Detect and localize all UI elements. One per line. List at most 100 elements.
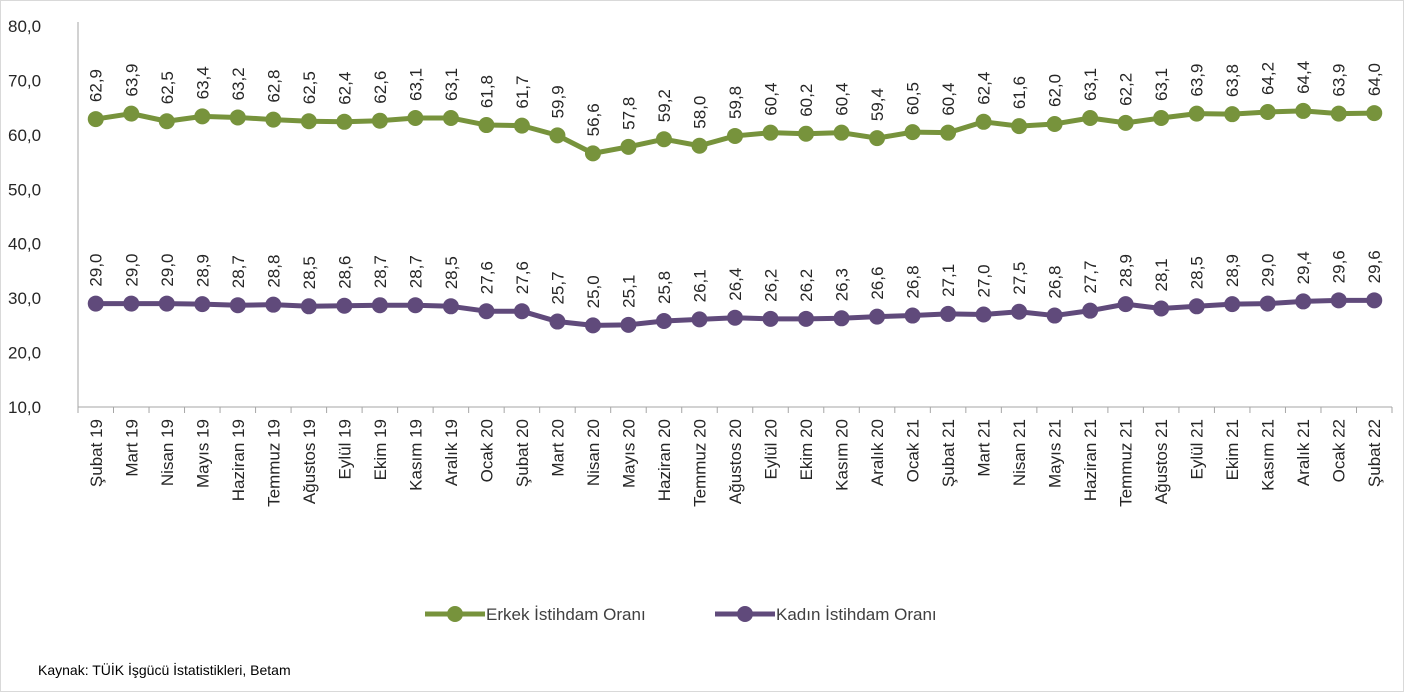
data-label: 26,8 [1046,265,1065,298]
data-label: 62,4 [335,72,354,105]
data-label: 64,4 [1294,61,1313,94]
data-point [904,307,921,324]
data-point [336,113,353,130]
data-label: 28,5 [442,256,461,289]
data-label: 29,0 [1259,253,1278,286]
data-label: 62,4 [975,72,994,105]
data-point [1011,303,1028,320]
x-tick-label: Ağustos 20 [726,419,745,504]
x-tick-label: Kasım 21 [1259,419,1278,491]
x-tick-label: Haziran 20 [655,419,674,501]
data-point [1046,115,1063,132]
data-label: 29,0 [87,253,106,286]
data-point [300,298,317,315]
data-label: 29,4 [1294,251,1313,284]
data-point [442,298,459,315]
y-tick-label: 30,0 [8,289,41,308]
data-label: 28,5 [300,256,319,289]
data-point [513,303,530,320]
data-label: 28,1 [1152,258,1171,291]
data-point [442,109,459,126]
data-point [265,296,282,313]
data-label: 28,9 [193,254,212,287]
data-point [940,305,957,322]
data-label: 28,5 [1188,256,1207,289]
data-label: 63,9 [1330,64,1349,97]
x-tick-label: Temmuz 19 [264,419,283,507]
x-tick-label: Ağustos 21 [1152,419,1171,504]
data-label: 28,9 [1223,254,1242,287]
data-label: 25,0 [584,275,603,308]
data-label: 60,4 [762,83,781,116]
legend-item-kadin: Kadın İstihdam Oranı [715,605,937,624]
data-label: 61,6 [1010,76,1029,109]
legend-swatch-marker [737,606,753,622]
data-point [1295,102,1312,119]
data-point [513,117,530,134]
data-point [798,310,815,327]
data-label: 29,6 [1365,250,1384,283]
data-point [407,297,424,314]
data-label: 29,6 [1330,250,1349,283]
data-label: 61,8 [477,75,496,108]
data-point [123,105,140,122]
data-point [798,125,815,142]
data-label: 28,7 [371,255,390,288]
series-erkek: 62,9 63,9 62,5 63,4 63,2 62,8 62,5 62,4 62,6 63,1… [87,61,1384,162]
data-point [300,113,317,130]
data-label: 27,7 [1081,261,1100,294]
data-point [727,309,743,326]
x-tick-label: Eylül 21 [1188,419,1207,479]
data-point [194,108,211,125]
data-label: 26,1 [690,269,709,302]
data-point [371,112,388,129]
data-label: 62,6 [371,71,390,104]
legend-item-erkek: Erkek İstihdam Oranı [425,605,646,624]
data-point [158,113,175,130]
x-tick-label: Ocak 22 [1330,419,1349,482]
data-point [194,296,211,313]
data-label: 63,1 [442,68,461,101]
data-point [1366,292,1383,309]
data-point [123,295,140,312]
data-point [1224,106,1241,123]
data-label: 59,9 [548,85,567,118]
data-point [1188,298,1205,315]
data-point [87,111,104,128]
data-label: 62,9 [87,69,106,102]
data-point [1082,109,1099,126]
data-point [1259,103,1276,120]
x-tick-label: Şubat 19 [87,419,106,487]
data-point [87,295,104,312]
x-tick-label: Eylül 19 [335,419,354,479]
x-tick-label: Nisan 21 [1010,419,1029,486]
x-tick-label: Mayıs 19 [193,419,212,488]
data-label: 60,4 [939,83,958,116]
legend-label: Erkek İstihdam Oranı [486,605,646,624]
y-tick-label: 50,0 [8,180,41,199]
data-point [584,317,601,334]
data-label: 29,0 [122,253,141,286]
data-point [1046,307,1063,324]
y-tick-label: 80,0 [8,17,41,36]
data-label: 61,7 [513,76,532,109]
x-tick-label: Temmuz 20 [690,419,709,507]
data-point [549,313,566,330]
data-point [691,137,708,154]
data-label: 28,8 [264,255,283,288]
data-point [833,310,850,327]
x-tick-label: Mayıs 21 [1046,419,1065,488]
data-label: 63,1 [1081,68,1100,101]
data-label: 26,6 [868,267,887,300]
x-tick-label: Haziran 19 [229,419,248,501]
data-point [975,306,992,323]
data-label: 63,2 [229,67,248,100]
legend-swatch-marker [447,606,463,622]
data-point [620,138,637,155]
data-point [975,113,992,130]
legend-label: Kadın İstihdam Oranı [776,605,937,624]
data-label: 60,2 [797,84,816,117]
series-layer: 62,9 63,9 62,5 63,4 63,2 62,8 62,5 62,4 62,6 63,1… [87,61,1384,334]
data-label: 58,0 [690,96,709,129]
